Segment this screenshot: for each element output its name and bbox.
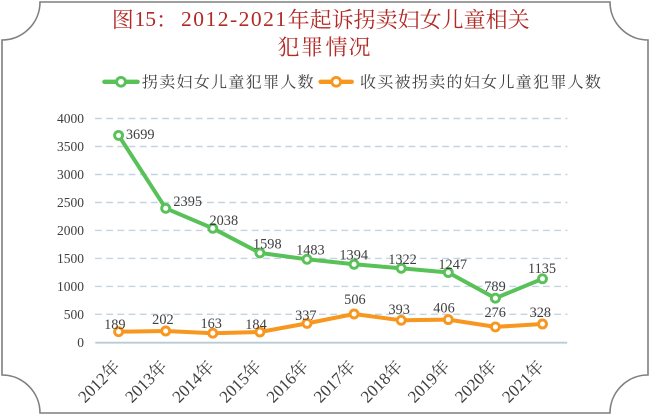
svg-text:2500: 2500 (57, 195, 84, 210)
svg-text:4000: 4000 (57, 111, 84, 126)
svg-text:1000: 1000 (57, 279, 84, 294)
svg-text:2012-2021: 2012-2021 (181, 7, 288, 31)
svg-text:1247: 1247 (438, 257, 467, 273)
svg-text:506: 506 (344, 292, 365, 308)
svg-text:2018: 2018 (357, 369, 394, 406)
svg-text:3699: 3699 (126, 127, 155, 143)
svg-text:2038: 2038 (210, 213, 239, 229)
svg-text:1394: 1394 (339, 248, 368, 264)
svg-text:2017: 2017 (310, 369, 348, 407)
svg-text:189: 189 (104, 317, 125, 333)
svg-text:2014: 2014 (169, 369, 207, 407)
svg-text:2013: 2013 (121, 369, 158, 406)
svg-text:393: 393 (388, 302, 409, 318)
svg-text:2012: 2012 (74, 369, 111, 406)
svg-text:3000: 3000 (57, 167, 84, 182)
svg-text:328: 328 (530, 305, 551, 321)
svg-text:163: 163 (200, 316, 221, 332)
svg-text:1598: 1598 (253, 237, 282, 253)
svg-text:2020: 2020 (451, 369, 488, 406)
svg-text:500: 500 (64, 307, 85, 322)
svg-text:1322: 1322 (388, 252, 417, 268)
svg-text:406: 406 (433, 301, 454, 317)
svg-text:1483: 1483 (296, 243, 325, 259)
svg-text:2019: 2019 (404, 369, 441, 406)
svg-text:2021: 2021 (498, 369, 535, 406)
svg-text:1135: 1135 (528, 261, 556, 277)
svg-text:0: 0 (77, 335, 84, 350)
svg-text:1500: 1500 (57, 251, 84, 266)
svg-text:2015: 2015 (216, 369, 253, 406)
svg-text:789: 789 (484, 279, 505, 295)
svg-text:184: 184 (245, 317, 266, 333)
svg-text:202: 202 (152, 312, 173, 328)
svg-text:276: 276 (484, 305, 505, 321)
svg-text:337: 337 (295, 308, 316, 324)
svg-text:2395: 2395 (173, 194, 202, 210)
svg-text:15: 15 (135, 7, 157, 31)
svg-text:2000: 2000 (57, 223, 84, 238)
svg-text:2016: 2016 (263, 369, 300, 406)
svg-text:3500: 3500 (57, 139, 84, 154)
